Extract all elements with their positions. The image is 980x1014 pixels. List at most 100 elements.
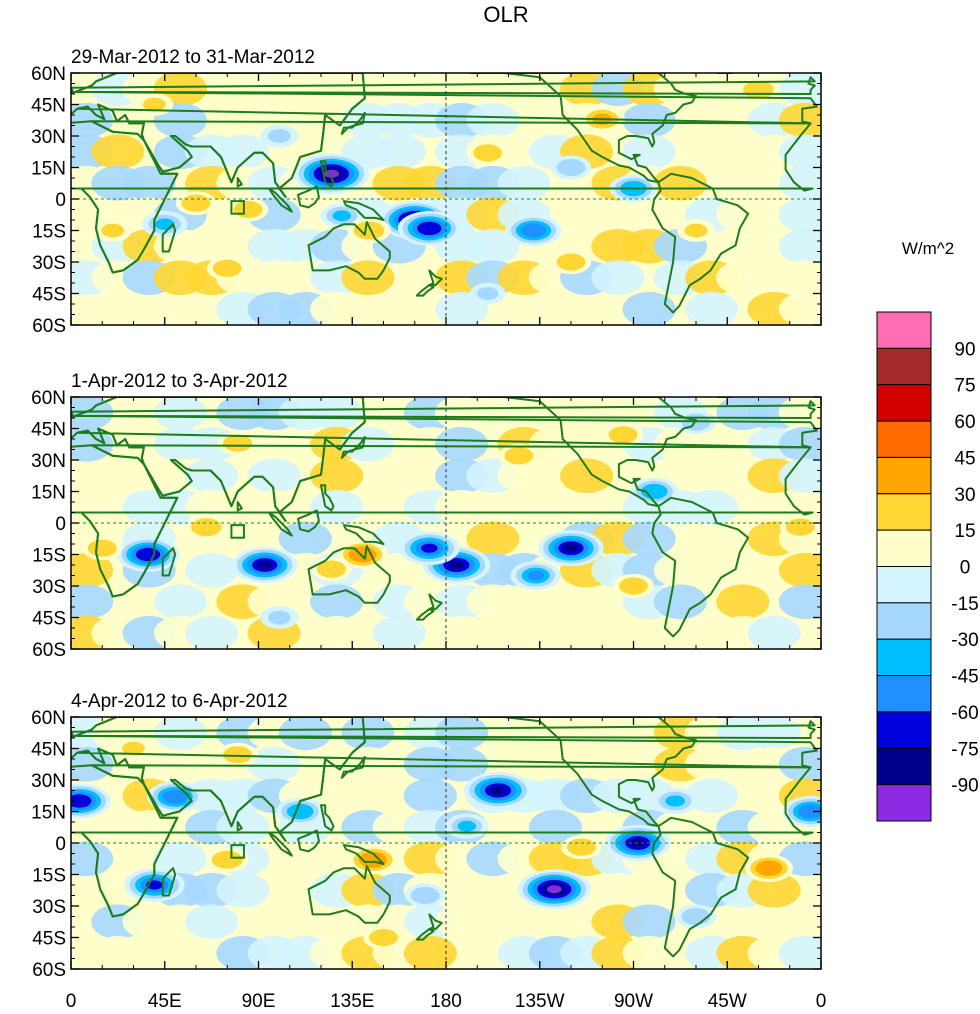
chart-title: OLR (483, 2, 528, 27)
field-cell (435, 615, 489, 649)
field-cell (435, 904, 489, 940)
field-cell (185, 552, 239, 588)
coastline-japan (340, 755, 366, 779)
coastline-iceland (775, 384, 792, 388)
field-cell (216, 809, 270, 845)
coastline-eurasia (74, 397, 818, 522)
field-cell (216, 521, 270, 557)
field-cell (778, 935, 821, 969)
coastline-eurasia (74, 717, 818, 842)
field-cell (778, 584, 821, 620)
field-cell (403, 935, 457, 969)
coastline-borneo (297, 509, 320, 533)
lon-tick-label: 180 (430, 991, 462, 1012)
field-cell (528, 426, 582, 462)
colorbar-level-label: 30 (954, 485, 975, 506)
field-cell (622, 904, 676, 940)
lat-tick-label: 45S (32, 929, 66, 950)
colorbar-level-label: -60 (951, 703, 978, 724)
colorbar-swatch (876, 638, 932, 677)
field-cell (528, 717, 582, 751)
lat-tick-label: 15N (31, 803, 66, 824)
region-box (230, 844, 245, 859)
coastline-n_america (470, 397, 697, 508)
coastline-s_america (651, 496, 750, 638)
field-cell (278, 521, 332, 557)
coastline-borneo (297, 829, 320, 853)
coastline-japan (340, 111, 366, 135)
lat-tick-label: 15S (32, 222, 66, 243)
field-cell (591, 872, 645, 908)
lat-tick-label: 15S (32, 866, 66, 887)
anomaly-blob (687, 911, 705, 922)
lat-tick-label: 45N (31, 96, 66, 117)
anomaly-blob (228, 749, 247, 760)
coastline-sumatra (267, 187, 293, 213)
field-cell (622, 291, 676, 325)
field-cell (466, 521, 520, 557)
field-cell (435, 489, 489, 525)
field-cell (466, 73, 520, 107)
lat-tick-label: 15N (31, 159, 66, 180)
colorbar-level-label: -30 (951, 630, 978, 651)
anomaly-blob (510, 450, 528, 461)
anomaly-blob (624, 580, 643, 592)
anomaly-blob (93, 543, 111, 554)
field-cell (341, 260, 395, 296)
anomaly-blob (140, 550, 156, 559)
colorbar-level-label: -15 (951, 594, 978, 615)
olr-anomaly-field (71, 717, 821, 969)
lat-tick-label: 15N (31, 483, 66, 504)
anomaly-blob (572, 842, 591, 853)
field-cell (778, 552, 821, 588)
coastline-uk (71, 400, 816, 419)
lon-tick-label: 90W (614, 991, 653, 1012)
colorbar-swatch (876, 602, 932, 640)
field-cell (310, 397, 364, 431)
lon-tick-label: 90E (242, 991, 276, 1012)
field-cell (778, 102, 821, 138)
colorbar-swatch (876, 747, 932, 786)
field-cell (71, 426, 114, 462)
colorbar-swatch (876, 675, 932, 713)
lat-tick-label: 60S (32, 640, 66, 661)
field-cell (622, 935, 676, 969)
colorbar-units-label: W/m^2 (902, 239, 954, 258)
lon-tick-label: 45E (148, 991, 182, 1012)
colorbar-swatch (876, 566, 932, 604)
coastline-srilanka (236, 501, 243, 512)
coastline-greenland (716, 717, 734, 718)
field-cell (310, 291, 364, 325)
colorbar-level-label: 60 (954, 412, 975, 433)
field-cell (91, 291, 145, 325)
anomaly-blob (684, 223, 708, 238)
coastline-n_america (470, 717, 697, 828)
colorbar-swatch (876, 784, 932, 822)
coastline-philippines (320, 804, 335, 832)
field-cell (278, 841, 332, 877)
lat-tick-label: 60S (32, 316, 66, 337)
field-cell (435, 426, 489, 462)
field-cell (778, 426, 821, 462)
region-box (230, 524, 245, 539)
field-cell (71, 584, 114, 620)
field-cell (497, 615, 551, 649)
field-cell (497, 584, 551, 620)
field-cell (153, 397, 207, 431)
coastline-borneo (297, 185, 320, 209)
anomaly-blob (563, 544, 579, 553)
coastline-sumatra (267, 831, 293, 857)
lat-tick-label: 45N (31, 420, 66, 441)
anomaly-blob (760, 863, 777, 873)
anomaly-blob (562, 162, 580, 173)
anomaly-blob (665, 795, 685, 807)
field-cell (528, 809, 582, 845)
field-cell (310, 584, 364, 620)
anomaly-blob (416, 890, 434, 901)
coastline-africa (80, 444, 814, 598)
coastline-eurasia (74, 73, 818, 198)
anomaly-blob (614, 429, 632, 440)
lat-tick-label: 60N (31, 64, 66, 85)
field-cell (528, 291, 582, 325)
